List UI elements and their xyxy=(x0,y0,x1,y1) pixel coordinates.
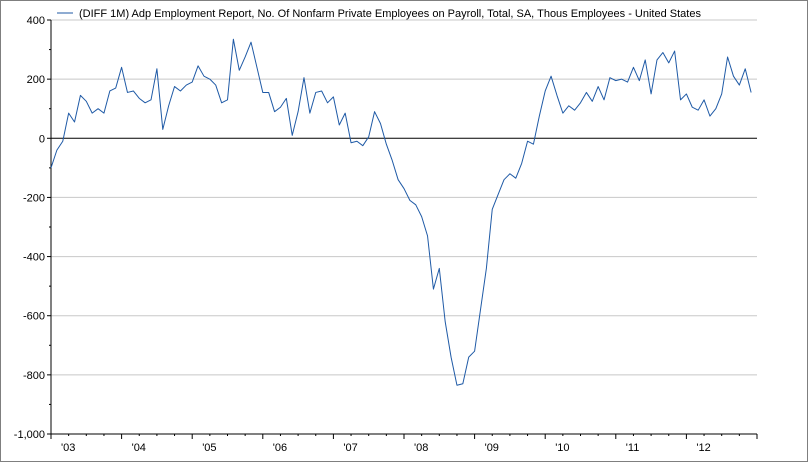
y-tick-labels: 400 200 0 -200 -400 -600 -800 -1,000 xyxy=(14,15,45,441)
series-line xyxy=(50,38,752,386)
axes xyxy=(47,19,758,439)
series-lines xyxy=(50,38,752,386)
x-tick-label: '03 xyxy=(61,442,75,454)
x-tick-label: '10 xyxy=(555,442,569,454)
y-tick-label: 400 xyxy=(27,15,45,27)
x-tick-label: '09 xyxy=(485,442,499,454)
legend: (DIFF 1M) Adp Employment Report, No. Of … xyxy=(57,8,701,20)
y-tick-label: -600 xyxy=(23,311,45,323)
y-tick-label: -1,000 xyxy=(14,429,45,441)
x-tick-label: '08 xyxy=(414,442,428,454)
x-tick-label: '07 xyxy=(343,442,357,454)
y-tick-label: -400 xyxy=(23,252,45,264)
y-tick-label: -800 xyxy=(23,370,45,382)
y-tick-label: 0 xyxy=(39,133,45,145)
legend-entry-label: (DIFF 1M) Adp Employment Report, No. Of … xyxy=(79,8,701,20)
x-tick-labels: '03 '04 '05 '06 '07 '08 '09 '10 '11 '12 xyxy=(61,442,711,454)
gridlines xyxy=(51,19,757,435)
x-tick-label: '05 xyxy=(202,442,216,454)
x-tick-label: '04 xyxy=(132,442,146,454)
x-tick-label: '06 xyxy=(273,442,287,454)
x-tick-label: '12 xyxy=(696,442,710,454)
x-tick-label: '11 xyxy=(626,442,640,454)
y-tick-label: -200 xyxy=(23,192,45,204)
y-tick-label: 200 xyxy=(27,74,45,86)
